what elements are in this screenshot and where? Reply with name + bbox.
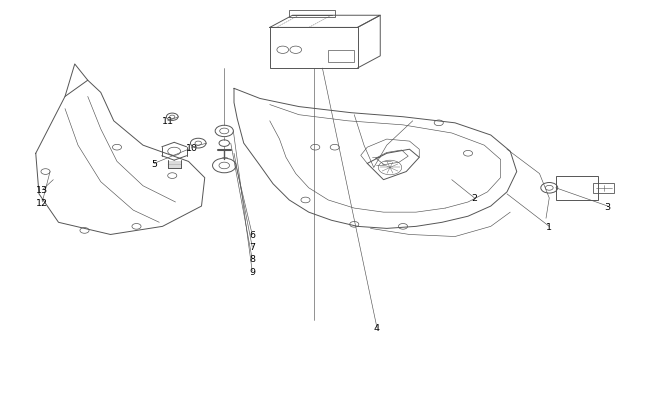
Bar [289, 11, 335, 18]
Bar [556, 176, 598, 200]
Text: 11: 11 [162, 117, 174, 126]
Text: 1: 1 [546, 222, 552, 231]
Text: 8: 8 [249, 255, 255, 264]
Text: 7: 7 [249, 243, 255, 252]
Text: 5: 5 [151, 160, 157, 168]
Bar [328, 51, 354, 63]
Text: 3: 3 [604, 202, 611, 211]
Text: 2: 2 [471, 194, 478, 203]
Text: 10: 10 [186, 143, 198, 152]
Bar [270, 28, 358, 69]
Text: 6: 6 [249, 230, 255, 239]
Text: 13: 13 [36, 186, 48, 195]
Bar [593, 184, 614, 194]
Text: 12: 12 [36, 198, 48, 207]
Text: 4: 4 [374, 324, 380, 333]
Text: 9: 9 [249, 267, 255, 276]
